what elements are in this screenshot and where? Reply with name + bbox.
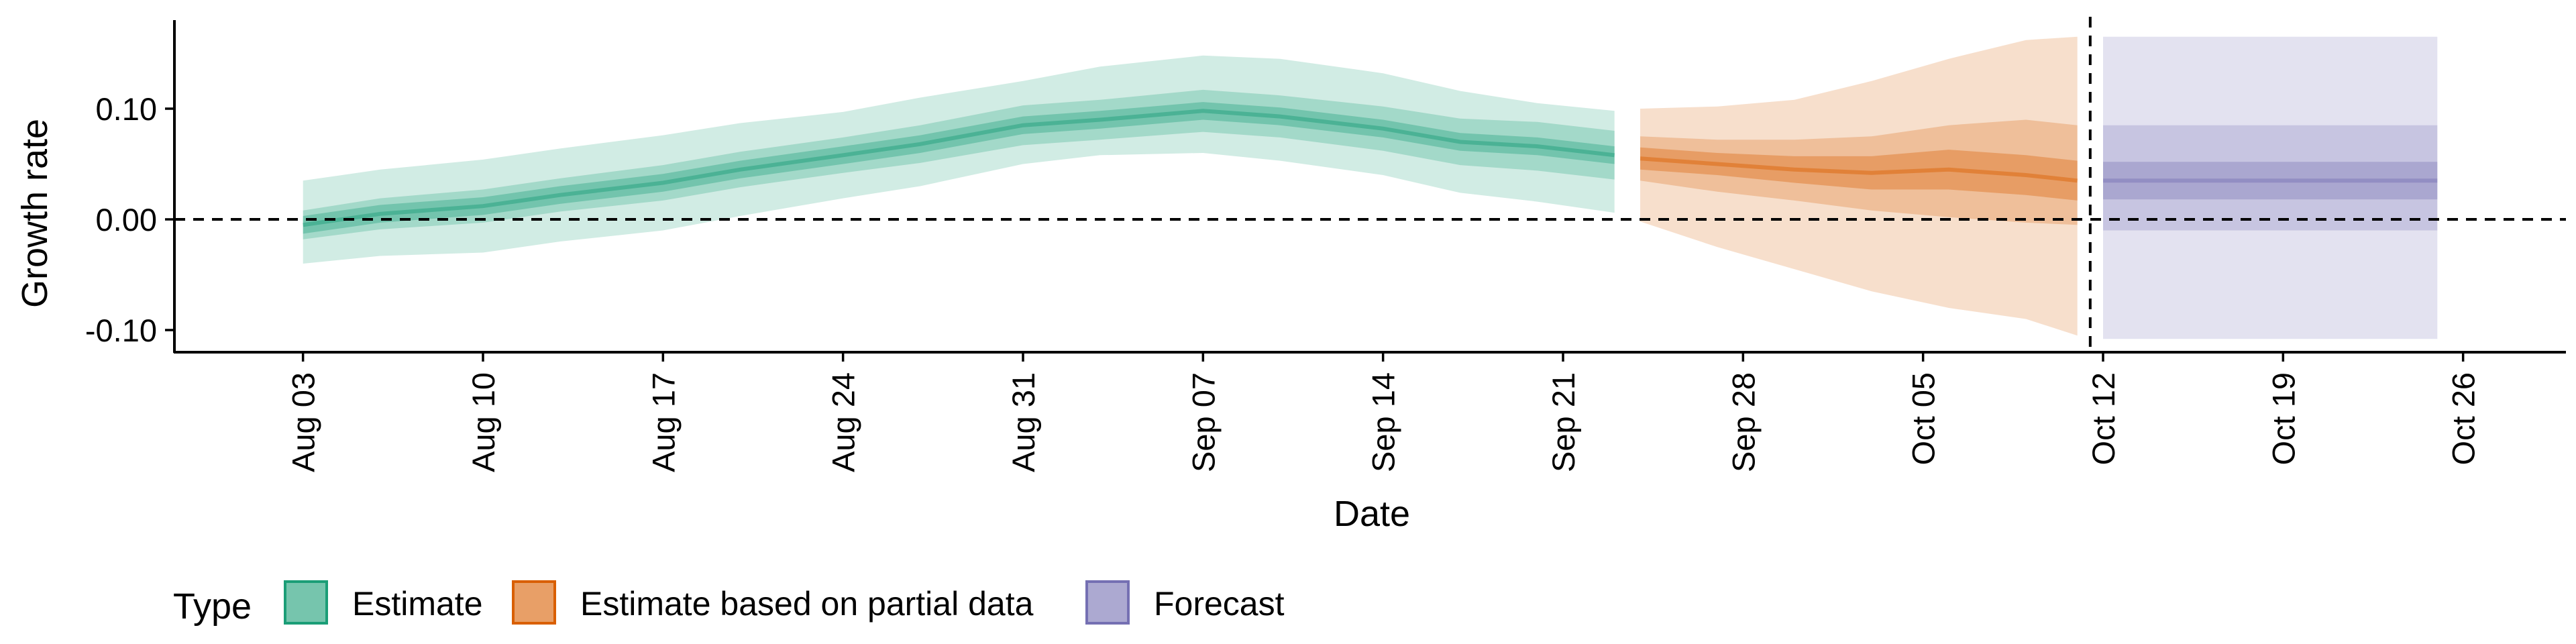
band-50-estimate-based-on-partial-data (1640, 119, 2078, 225)
x-tick-label: Aug 31 (1006, 372, 1041, 472)
y-tick-label: -0.10 (85, 313, 157, 348)
band-20-estimate-based-on-partial-data (1640, 147, 2078, 201)
x-axis-label: Date (1334, 494, 1410, 534)
legend-label: Estimate (352, 585, 483, 623)
legend-key (284, 580, 328, 625)
legend-key (512, 580, 556, 625)
x-tick-label: Aug 24 (826, 372, 861, 472)
x-tick-label: Aug 17 (645, 372, 681, 472)
median-line-estimate (303, 109, 1615, 227)
y-axis-label: Growth rate (15, 119, 55, 308)
x-tick-label: Sep 28 (1725, 372, 1761, 472)
reference-lines (174, 17, 2566, 352)
legend-title: Type (173, 586, 252, 627)
x-tick-label: Sep 07 (1185, 372, 1221, 472)
legend: Type Estimate Estimate based on partial d… (173, 580, 1285, 627)
band-90-forecast (2103, 36, 2438, 339)
median-line-estimate-based-on-partial-data (1640, 156, 2078, 183)
x-tick-label: Oct 19 (2265, 372, 2301, 465)
legend-key (1085, 580, 1130, 625)
x-tick-label: Oct 05 (1906, 372, 1941, 465)
legend-label: Estimate based on partial data (580, 585, 1034, 623)
band-90-estimate (303, 55, 1615, 264)
credible-interval-bands (303, 36, 2438, 339)
band-50-forecast (2103, 125, 2438, 231)
band-90-estimate-based-on-partial-data (1640, 36, 2078, 336)
x-tick-label: Oct 26 (2446, 372, 2481, 465)
x-tick-label: Aug 03 (286, 372, 321, 472)
x-tick-label: Sep 21 (1546, 372, 1581, 472)
x-tick-label: Sep 14 (1366, 372, 1401, 472)
x-tick-label: Oct 12 (2086, 372, 2121, 465)
y-tick-label: 0.00 (96, 202, 157, 237)
y-tick-label: 0.10 (96, 91, 157, 127)
band-20-forecast (2103, 162, 2438, 200)
band-20-estimate (303, 102, 1615, 234)
x-tick-label: Aug 10 (466, 372, 501, 472)
legend-label: Forecast (1154, 585, 1285, 623)
axes: -0.10 0.00 0.10 Aug 03 Aug 10 Aug 17 Aug 24 Aug… (85, 20, 2566, 472)
band-50-estimate (303, 89, 1615, 239)
